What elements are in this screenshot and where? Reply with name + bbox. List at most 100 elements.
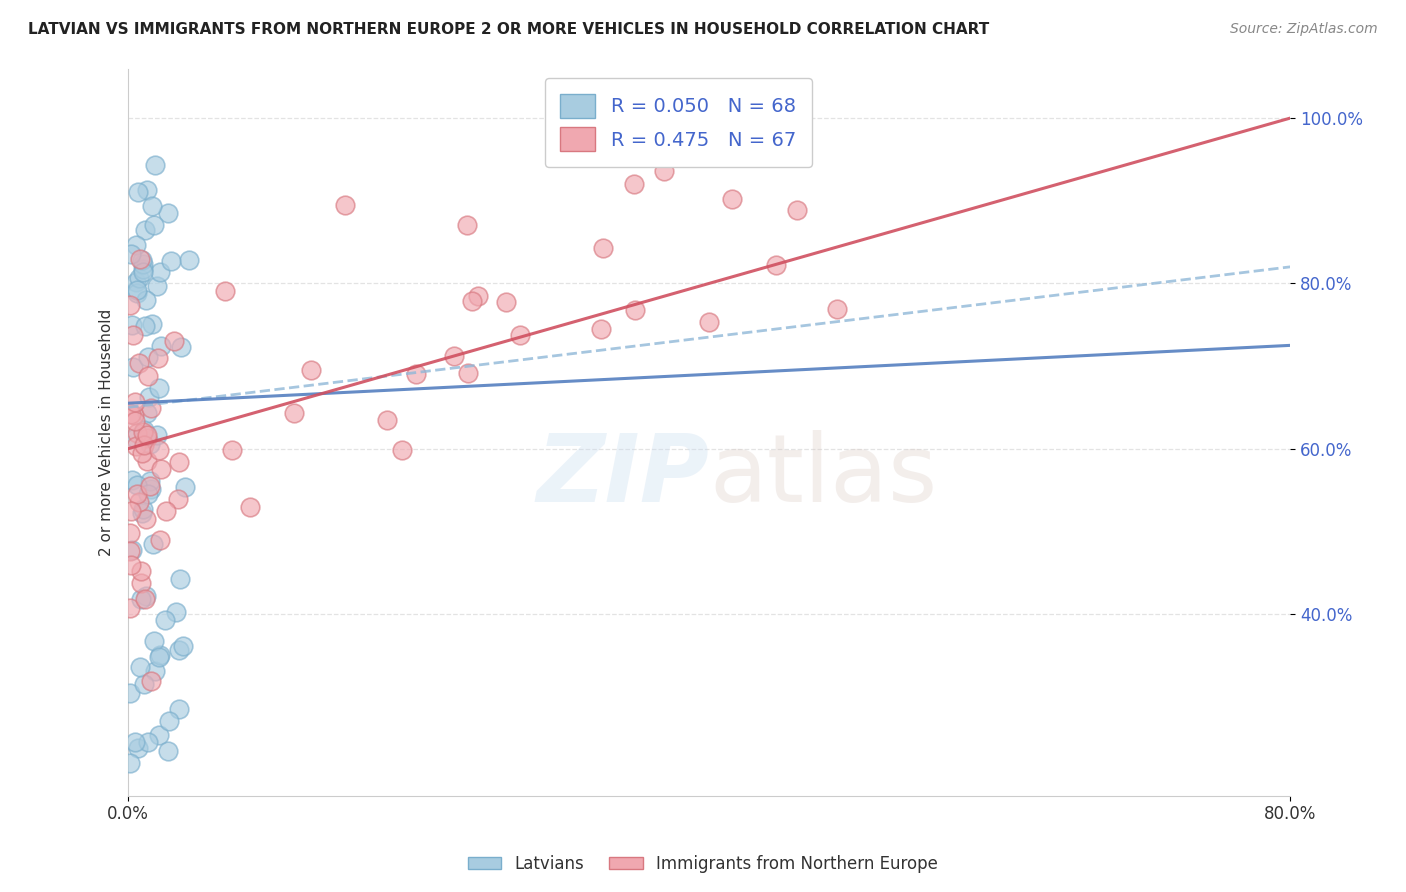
Point (623, 302, 645, 317)
Point (148, 649, 170, 664)
Point (135, 454, 157, 468)
Text: atlas: atlas (709, 430, 938, 522)
Point (150, 461, 173, 475)
Point (156, 206, 179, 220)
Point (623, 178, 645, 192)
Point (142, 536, 165, 550)
Point (132, 423, 155, 437)
Point (591, 322, 613, 336)
Point (134, 438, 156, 452)
Point (118, 756, 141, 770)
Point (136, 735, 159, 749)
Legend: R = 0.050   N = 68, R = 0.475   N = 67: R = 0.050 N = 68, R = 0.475 N = 67 (544, 78, 811, 167)
Point (134, 592, 156, 607)
Point (120, 525, 142, 540)
Point (456, 218, 478, 232)
Point (375, 413, 398, 427)
Point (143, 664, 166, 678)
Point (141, 317, 163, 331)
Point (129, 564, 152, 578)
Point (148, 728, 170, 742)
Point (131, 252, 153, 267)
Point (457, 366, 479, 380)
Point (122, 328, 145, 343)
Point (135, 427, 157, 442)
Point (149, 533, 172, 548)
Point (165, 605, 187, 619)
Point (132, 261, 155, 276)
Point (333, 198, 356, 212)
Point (148, 442, 170, 457)
Point (159, 253, 181, 268)
Point (139, 436, 162, 450)
Point (155, 504, 177, 518)
Point (134, 512, 156, 526)
Point (120, 407, 142, 421)
Text: ZIP: ZIP (536, 430, 709, 522)
Point (128, 185, 150, 199)
Point (166, 492, 188, 507)
Point (138, 390, 160, 404)
Point (179, 252, 201, 267)
Text: Source: ZipAtlas.com: Source: ZipAtlas.com (1230, 22, 1378, 37)
Point (139, 482, 162, 496)
Point (146, 279, 169, 293)
Point (153, 613, 176, 627)
Point (134, 677, 156, 691)
Point (149, 265, 172, 279)
Point (169, 572, 191, 586)
Point (127, 740, 149, 755)
Point (145, 427, 167, 442)
Point (139, 475, 162, 489)
Point (134, 318, 156, 333)
Point (765, 258, 787, 272)
Point (683, 124, 706, 138)
Point (509, 328, 531, 343)
Point (118, 298, 141, 312)
Point (128, 271, 150, 285)
Point (825, 302, 848, 317)
Point (149, 648, 172, 663)
Point (169, 642, 191, 657)
Point (138, 350, 160, 364)
Point (135, 293, 157, 307)
Point (786, 203, 808, 218)
Point (125, 439, 148, 453)
Point (136, 487, 159, 501)
Point (129, 252, 152, 266)
Point (132, 502, 155, 516)
Point (122, 408, 145, 422)
Point (118, 686, 141, 700)
Point (167, 702, 190, 716)
Point (125, 275, 148, 289)
Point (132, 257, 155, 271)
Point (131, 446, 153, 460)
Point (118, 601, 141, 615)
Point (221, 443, 243, 458)
Point (135, 589, 157, 603)
Point (567, 96, 589, 111)
Point (697, 315, 720, 329)
Point (143, 158, 166, 172)
Point (139, 673, 162, 688)
Y-axis label: 2 or more Vehicles in Household: 2 or more Vehicles in Household (100, 309, 114, 556)
Point (121, 473, 143, 487)
Point (139, 401, 162, 415)
Point (121, 318, 143, 333)
Point (121, 542, 143, 557)
Point (163, 334, 186, 348)
Point (172, 639, 194, 653)
Point (120, 558, 142, 572)
Point (135, 406, 157, 420)
Point (134, 222, 156, 236)
Point (132, 425, 155, 439)
Point (461, 294, 484, 309)
Point (122, 360, 145, 375)
Point (495, 295, 517, 310)
Point (124, 431, 146, 445)
Point (124, 735, 146, 749)
Point (283, 406, 305, 420)
Point (128, 494, 150, 508)
Point (239, 500, 262, 514)
Point (157, 744, 180, 758)
